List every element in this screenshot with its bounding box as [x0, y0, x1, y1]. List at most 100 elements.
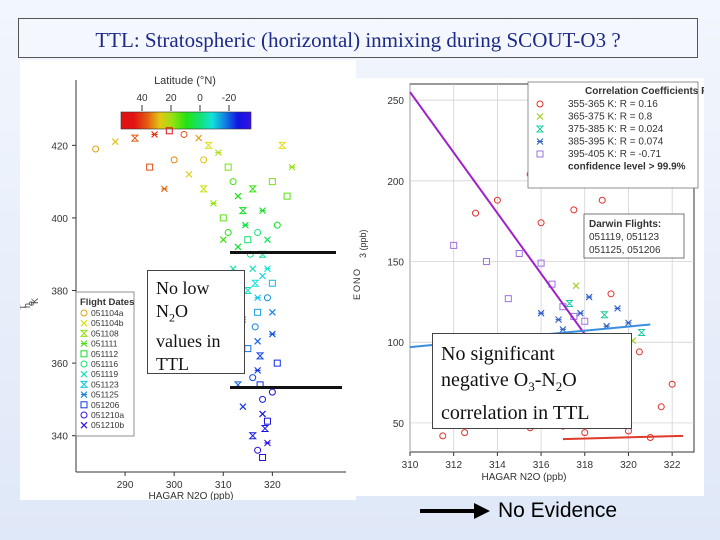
left-x-tick-label: 320 — [264, 480, 281, 491]
left-data-point — [238, 207, 248, 215]
left-data-point — [219, 236, 227, 244]
legend-marker — [80, 401, 88, 409]
callout-left-line4: TTL — [156, 353, 189, 374]
left-data-point — [263, 294, 271, 302]
left-data-point — [234, 243, 242, 251]
slide-title: TTL: Stratospheric (horizontal) inmixing… — [95, 28, 621, 52]
right-data-point — [515, 249, 523, 257]
left-data-point — [254, 308, 262, 316]
right-x-tick-label: 320 — [620, 460, 637, 471]
left-data-point — [195, 134, 203, 142]
left-data-point — [254, 228, 262, 236]
right-data-point — [504, 295, 512, 303]
legend-marker — [80, 319, 88, 327]
darwin-flights-box — [583, 213, 685, 259]
left-data-point — [244, 345, 252, 353]
left-data-point — [151, 131, 158, 138]
left-chart-panel: 340 360 380 400 420 290 300 310 320 HAGAR N2O (pp… — [18, 60, 356, 502]
right-data-point — [450, 241, 458, 249]
left-data-point — [130, 134, 140, 142]
legend-marker — [80, 370, 88, 378]
left-data-point — [224, 228, 232, 236]
callout-right-line2: negative O3-N2O — [441, 369, 577, 394]
correlation-legend-title: Correlation Coefficients R: — [585, 86, 704, 97]
left-data-point — [259, 207, 266, 215]
left-data-point — [254, 446, 262, 454]
correlation-legend-entry: 365-375 K: R = 0.8 — [568, 112, 653, 123]
correlation-legend-entry: 375-385 K: R = 0.024 — [568, 124, 664, 135]
right-data-point — [581, 317, 589, 325]
right-data-point — [637, 329, 646, 337]
right-data-point — [600, 311, 609, 319]
fit-line — [562, 434, 684, 441]
legend-marker — [79, 380, 89, 388]
right-data-point — [472, 209, 480, 217]
callout-no-low-n2o: No low N2O values in TTL — [147, 270, 245, 374]
callout-right-line3: correlation in TTL — [441, 402, 590, 424]
legend-entry: 051210b — [91, 420, 124, 430]
correlation-legend-entry: 355-365 K: R = 0.16 — [568, 99, 658, 110]
left-data-point — [260, 424, 270, 432]
right-arrow-icon — [420, 503, 490, 519]
darwin-flights-title: Darwin Flights: — [589, 219, 661, 230]
latitude-colorbar — [120, 111, 252, 130]
left-data-point — [251, 323, 259, 331]
title-box: TTL: Stratospheric (horizontal) inmixing… — [18, 18, 698, 58]
left-data-point — [264, 265, 271, 273]
left-data-point — [234, 192, 242, 200]
callout-no-correlation: No significant negative O3-N2O correlati… — [432, 333, 632, 429]
right-data-point — [614, 304, 621, 312]
right-y-axis-label: 3 (ppb) — [358, 229, 368, 258]
left-x-tick-label: 310 — [215, 480, 232, 491]
right-x-axis-label: HAGAR N2O (ppb) — [481, 472, 566, 483]
correlation-legend-marker — [536, 138, 544, 145]
legend-entry: 051108 — [91, 328, 119, 338]
left-data-point — [254, 294, 262, 302]
left-data-point — [92, 145, 100, 153]
left-data-point — [165, 127, 173, 135]
left-y-axis-label: e — [26, 301, 36, 306]
left-data-point — [268, 330, 276, 338]
legend-entry: 051119 — [91, 369, 118, 379]
left-data-point — [210, 200, 217, 207]
legend-entry: 051104b — [91, 318, 124, 328]
left-x-tick-label: 300 — [166, 480, 183, 491]
right-data-point — [537, 259, 545, 267]
left-data-point — [264, 439, 271, 447]
left-data-point — [111, 138, 119, 146]
right-x-tick-label: 314 — [489, 460, 506, 471]
right-y-axis-label: O — [352, 285, 362, 292]
left-data-point — [273, 221, 281, 229]
ttl-lower-marker — [230, 386, 342, 389]
right-y-tick-label: 200 — [387, 177, 404, 188]
left-data-point — [199, 185, 208, 193]
left-data-point — [259, 272, 266, 280]
left-data-point — [255, 352, 265, 360]
legend-entry: 051104a — [91, 308, 124, 318]
legend-entry: 051112 — [91, 349, 118, 359]
colorbar-tick-label: 40 — [136, 93, 148, 104]
left-y-tick-label: 360 — [51, 359, 68, 370]
left-data-point — [244, 236, 252, 244]
legend-marker — [80, 340, 88, 347]
left-data-point — [204, 141, 213, 149]
right-y-axis-label: O — [352, 269, 362, 276]
left-data-point — [254, 337, 262, 345]
left-data-point — [214, 149, 222, 156]
right-y-tick-label: 100 — [387, 338, 404, 349]
correlation-legend — [527, 81, 699, 189]
right-x-tick-label: 318 — [576, 460, 593, 471]
left-y-tick-label: 340 — [51, 432, 68, 443]
legend-marker — [80, 360, 88, 368]
left-data-point — [268, 279, 276, 287]
left-y-tick-label: 380 — [51, 287, 68, 298]
correlation-legend-entry: confidence level > 99.9% — [568, 162, 686, 173]
left-data-point — [264, 236, 271, 244]
legend-marker — [79, 329, 89, 337]
correlation-legend-entry: 385-395 K: R = 0.074 — [568, 137, 664, 148]
colorbar-tick-label: 0 — [197, 93, 203, 104]
left-data-point — [241, 221, 249, 229]
legend-marker — [80, 411, 88, 419]
legend-entry: 051123 — [91, 379, 119, 389]
left-y-tick-label: 400 — [51, 214, 68, 225]
